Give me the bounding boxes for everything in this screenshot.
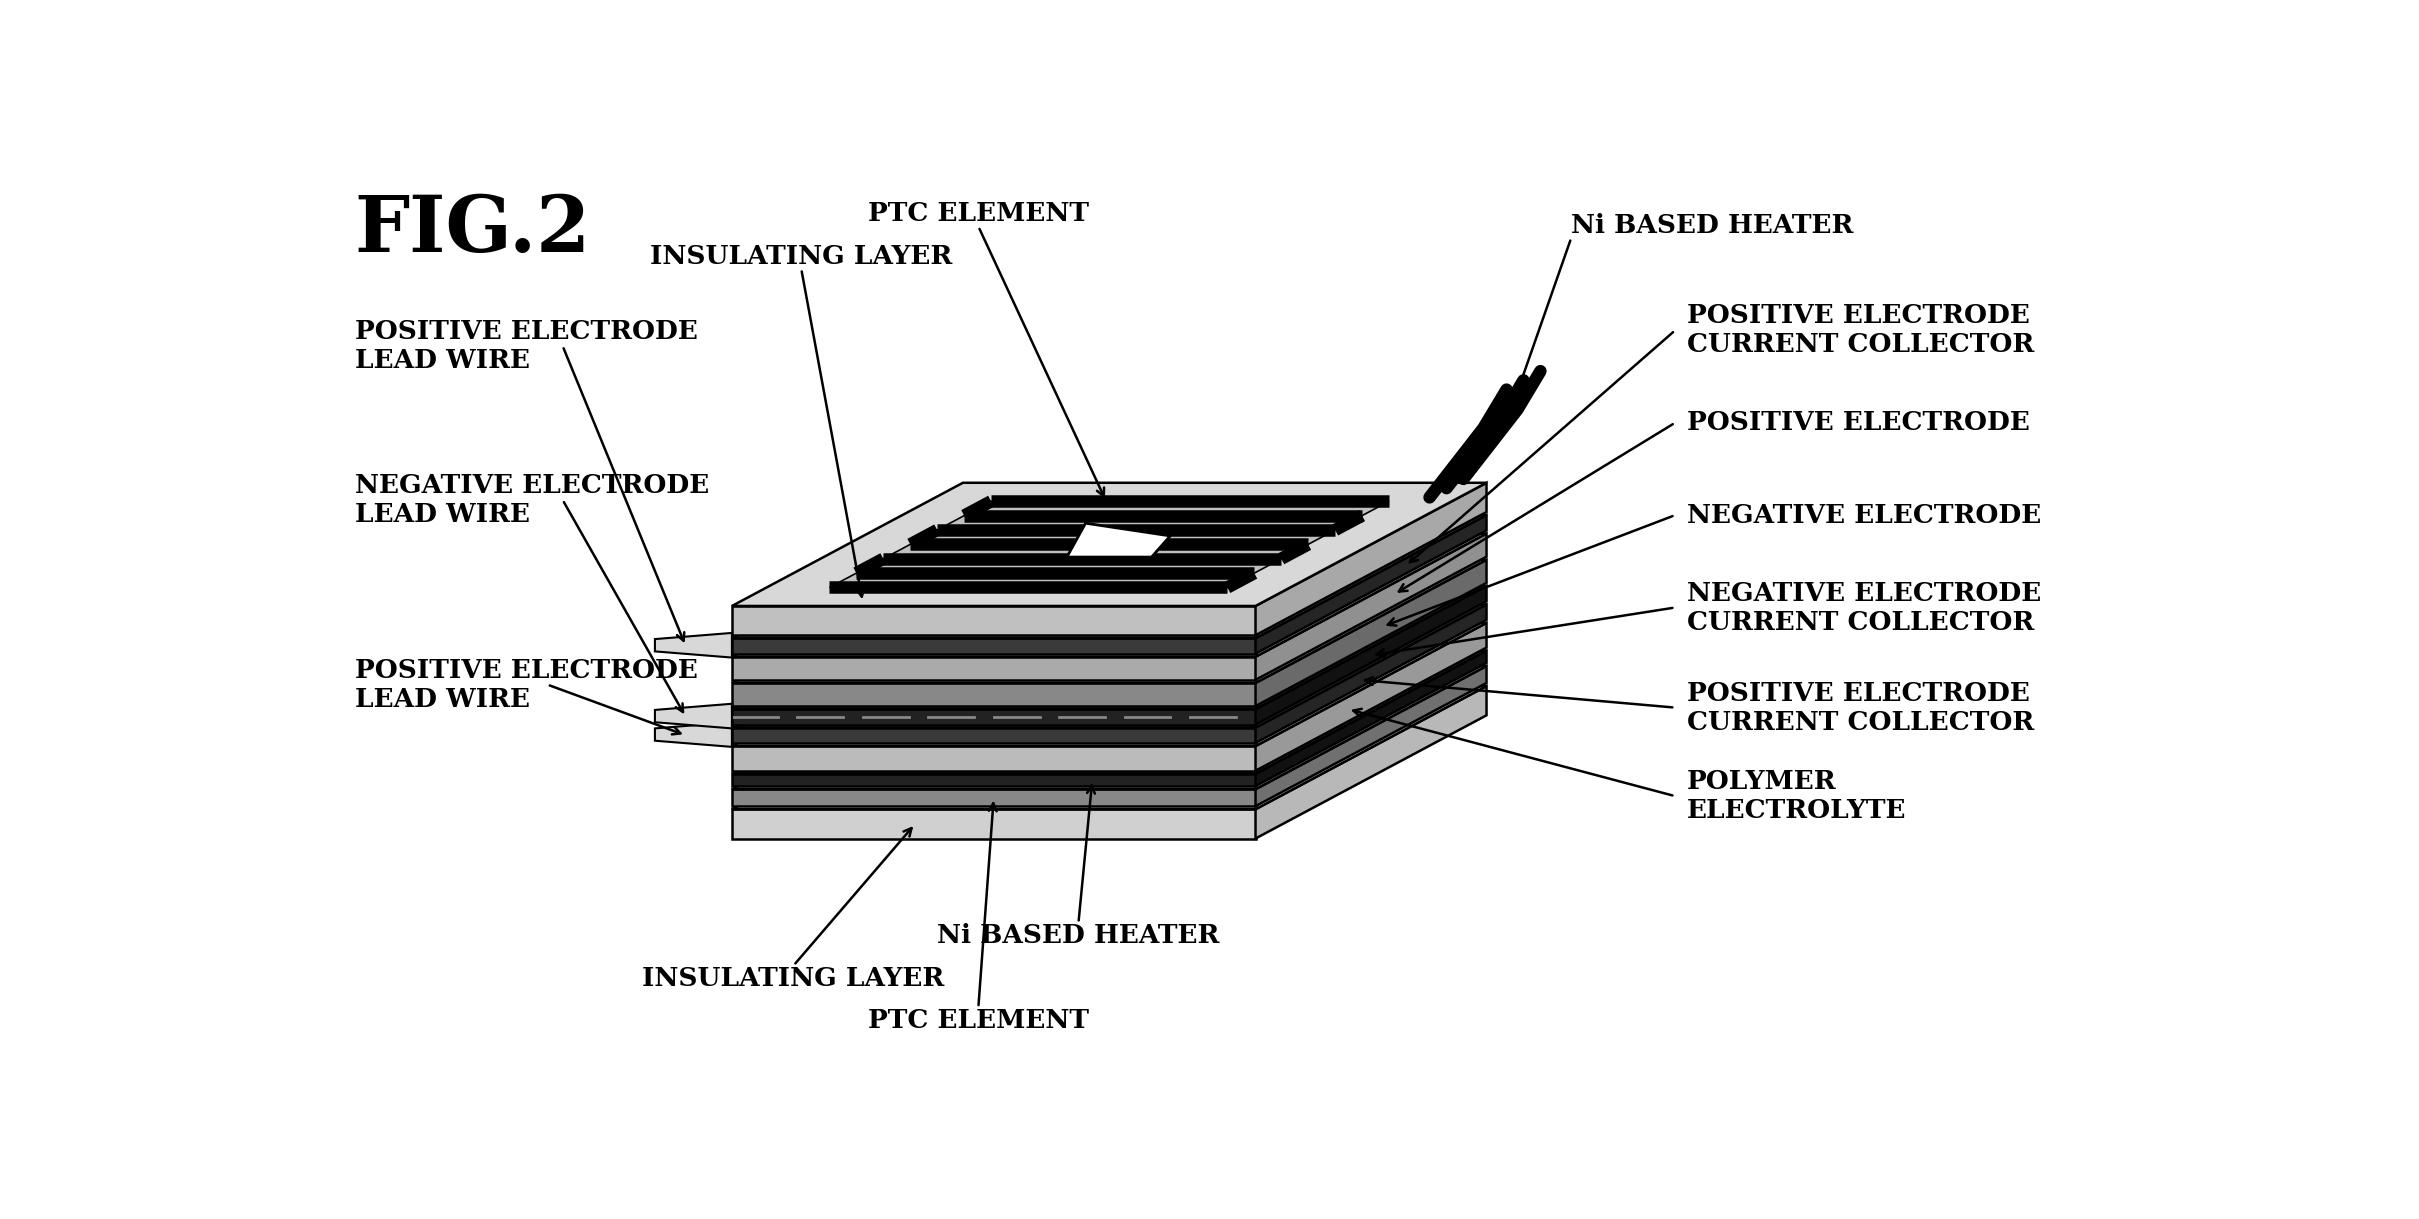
Polygon shape — [1255, 560, 1488, 706]
Polygon shape — [733, 709, 1255, 724]
Polygon shape — [1255, 483, 1488, 635]
Polygon shape — [733, 483, 1488, 606]
Polygon shape — [1255, 666, 1488, 806]
Polygon shape — [1255, 534, 1488, 680]
Text: POSITIVE ELECTRODE
CURRENT COLLECTOR: POSITIVE ELECTRODE CURRENT COLLECTOR — [1686, 680, 2034, 735]
Text: NEGATIVE ELECTRODE
CURRENT COLLECTOR: NEGATIVE ELECTRODE CURRENT COLLECTOR — [1686, 580, 2042, 635]
Polygon shape — [1255, 605, 1488, 744]
Text: POSITIVE ELECTRODE: POSITIVE ELECTRODE — [1686, 411, 2030, 435]
Polygon shape — [733, 586, 1488, 709]
Text: INSULATING LAYER: INSULATING LAYER — [643, 965, 946, 991]
Polygon shape — [1255, 586, 1488, 724]
Polygon shape — [733, 686, 1488, 809]
Text: NEGATIVE ELECTRODE: NEGATIVE ELECTRODE — [1686, 502, 2042, 528]
Polygon shape — [656, 703, 733, 729]
Text: FIG.2: FIG.2 — [356, 191, 590, 268]
Text: POSITIVE ELECTRODE
CURRENT COLLECTOR: POSITIVE ELECTRODE CURRENT COLLECTOR — [1686, 304, 2034, 357]
Polygon shape — [733, 605, 1488, 728]
Text: POSITIVE ELECTRODE
LEAD WIRE: POSITIVE ELECTRODE LEAD WIRE — [356, 318, 697, 373]
Polygon shape — [733, 728, 1255, 744]
Text: NEGATIVE ELECTRODE
LEAD WIRE: NEGATIVE ELECTRODE LEAD WIRE — [356, 473, 709, 527]
Text: Ni BASED HEATER: Ni BASED HEATER — [936, 923, 1219, 948]
Polygon shape — [1255, 686, 1488, 839]
Polygon shape — [733, 666, 1488, 789]
Polygon shape — [733, 534, 1488, 657]
Polygon shape — [733, 657, 1255, 680]
Polygon shape — [733, 623, 1488, 746]
Polygon shape — [733, 774, 1255, 786]
Polygon shape — [656, 722, 733, 747]
Text: POSITIVE ELECTRODE
LEAD WIRE: POSITIVE ELECTRODE LEAD WIRE — [356, 657, 697, 712]
Polygon shape — [733, 683, 1255, 706]
Text: Ni BASED HEATER: Ni BASED HEATER — [1572, 213, 1853, 238]
Polygon shape — [733, 639, 1255, 653]
Polygon shape — [733, 746, 1255, 770]
Polygon shape — [733, 516, 1488, 639]
Polygon shape — [1067, 523, 1171, 557]
Polygon shape — [656, 633, 733, 657]
Polygon shape — [830, 501, 1389, 588]
Polygon shape — [733, 789, 1255, 806]
Text: PTC ELEMENT: PTC ELEMENT — [868, 201, 1089, 227]
Polygon shape — [1255, 651, 1488, 786]
Text: PTC ELEMENT: PTC ELEMENT — [868, 1008, 1089, 1032]
Polygon shape — [733, 651, 1488, 774]
Polygon shape — [733, 560, 1488, 683]
Polygon shape — [733, 809, 1255, 839]
Text: POLYMER
ELECTROLYTE: POLYMER ELECTROLYTE — [1686, 769, 1906, 823]
Text: INSULATING LAYER: INSULATING LAYER — [651, 244, 953, 268]
Polygon shape — [1255, 516, 1488, 653]
Polygon shape — [733, 606, 1255, 635]
Polygon shape — [1255, 623, 1488, 770]
